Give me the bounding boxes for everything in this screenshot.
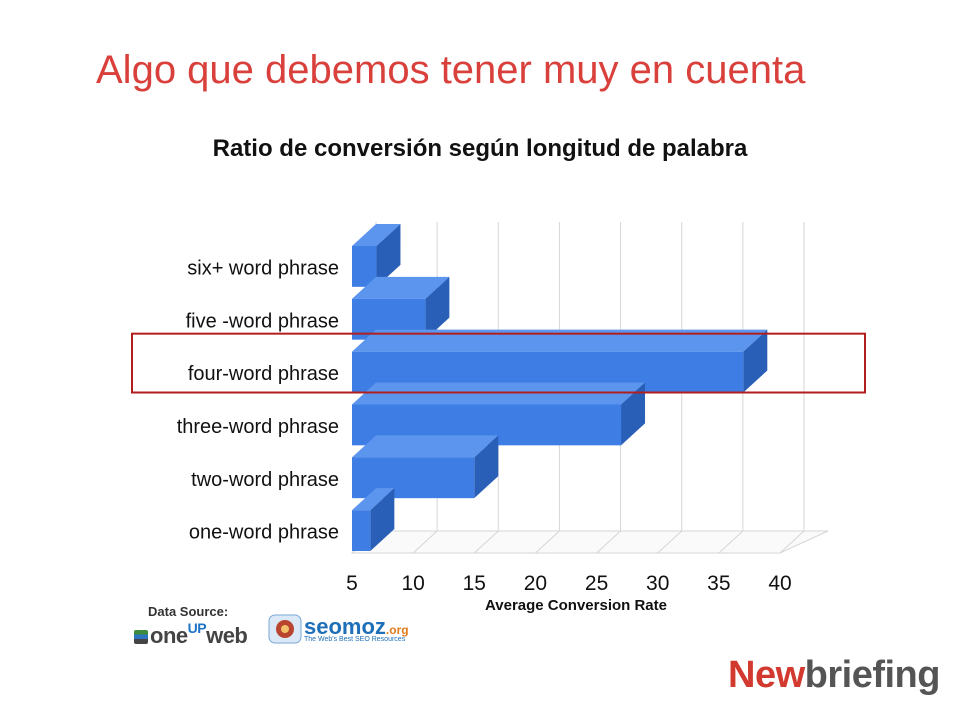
category-label: four-word phrase [188,363,339,385]
x-tick-label: 35 [707,572,730,595]
bar-top [352,276,450,299]
data-source-label: Data Source: [148,604,229,619]
x-tick-label: 10 [401,572,424,595]
x-tick-label: 30 [646,572,669,595]
grid-floor-line [412,530,438,554]
bar-top [352,224,401,246]
x-tick-label: 15 [463,572,486,595]
grid-floor-line [718,530,744,554]
bar-top [352,382,646,405]
x-tick-label: 25 [585,572,608,595]
bar-side [743,329,768,393]
category-label: five -word phrase [186,310,339,332]
bar [352,510,371,551]
bar-top [352,435,499,458]
x-tick-label: 40 [768,572,791,595]
bar [352,246,377,287]
bar-side [376,224,401,287]
x-tick-label: 20 [524,572,547,595]
bar-side [621,382,646,446]
chart-floor [350,530,829,554]
category-label: two-word phrase [191,469,339,491]
oneupweb-mark-icon [134,630,148,644]
bar-side [370,488,395,551]
x-axis-label: Average Conversion Rate [485,597,667,614]
bar-side [425,276,450,340]
grid-floor-line [596,530,621,554]
highlight-box [131,332,866,394]
chart-title: Ratio de conversión según longitud de pa… [212,135,748,162]
seomoz-badge-icon [268,614,302,644]
oneupweb-logo: oneUPweb [134,620,248,649]
bar-top [352,329,768,352]
category-label: six+ word phrase [187,257,339,279]
category-label: one-word phrase [189,522,339,544]
bar [352,457,475,499]
bar-side [474,435,499,499]
slide-title: Algo que debemos tener muy en cuenta [96,48,806,92]
grid-floor-line [657,530,683,554]
grid-floor-line [535,530,560,554]
x-tick-label: 5 [346,572,358,595]
grid-floor-line [779,530,805,554]
category-label: three-word phrase [177,416,339,438]
newbriefing-logo: Newbriefing [728,654,940,696]
grid-floor-line [473,530,499,554]
bar-top [352,488,395,511]
